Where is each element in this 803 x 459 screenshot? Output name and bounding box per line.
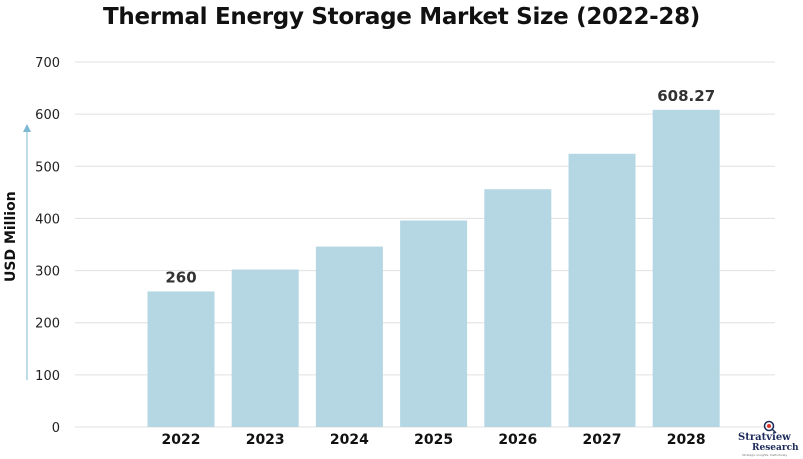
data-label: 260: [165, 268, 196, 286]
bars: [147, 109, 720, 428]
bar: [652, 109, 720, 428]
x-tick-label: 2024: [330, 432, 369, 448]
y-tick-label: 0: [52, 421, 60, 436]
y-tick-label: 600: [35, 108, 60, 123]
x-tick-label: 2023: [246, 432, 285, 448]
y-tick-labels: 0 100 200 300 400 500 600 700: [35, 56, 60, 436]
x-tick-labels: 2022 2023 2024 2025 2026 2027 2028: [162, 432, 706, 448]
bar: [568, 153, 636, 427]
bar: [315, 246, 383, 427]
bar: [484, 189, 552, 427]
y-tick-label: 400: [35, 212, 60, 227]
data-label: 608.27: [657, 87, 715, 105]
x-tick-label: 2028: [667, 432, 706, 448]
y-axis-label: USD Million: [3, 191, 19, 282]
bar: [231, 269, 299, 427]
x-tick-label: 2026: [498, 432, 537, 448]
stratview-logo: Stratview Research Strategic Insights, D…: [738, 420, 800, 458]
logo-brand-line2: Research: [752, 443, 799, 453]
bar: [400, 220, 468, 427]
magnifier-icon: [763, 420, 777, 434]
bar: [147, 291, 215, 427]
y-tick-label: 300: [35, 265, 60, 280]
y-tick-label: 200: [35, 317, 60, 332]
y-tick-label: 100: [35, 369, 60, 384]
y-tick-label: 700: [35, 56, 60, 71]
x-tick-label: 2022: [162, 432, 201, 448]
logo-tagline: Strategic Insights, Definitively: [742, 453, 788, 457]
data-labels: 260 608.27: [165, 87, 715, 287]
y-axis-arrowhead: [23, 124, 31, 132]
y-tick-label: 500: [35, 160, 60, 175]
chart-title: Thermal Energy Storage Market Size (2022…: [102, 4, 701, 30]
x-tick-label: 2027: [583, 432, 622, 448]
x-tick-label: 2025: [414, 432, 453, 448]
logo-brand-line1: Stratview: [738, 432, 791, 443]
